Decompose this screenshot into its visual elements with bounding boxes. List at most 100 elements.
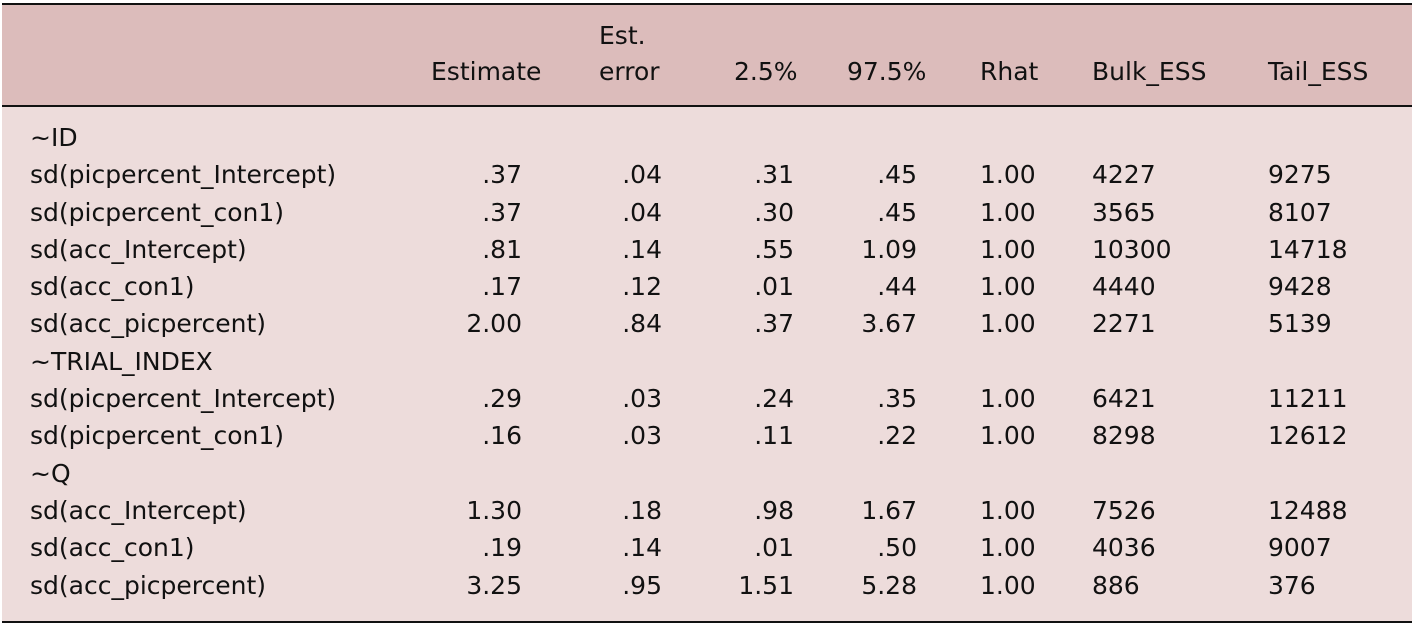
cell-estimate: .17	[482, 272, 522, 302]
cell-ci-low: .24	[754, 384, 794, 414]
cell-bulk-ess: 6421	[1092, 384, 1156, 414]
cell-rhat: 1.00	[980, 421, 1036, 451]
cell-bulk-ess: 886	[1092, 570, 1140, 600]
cell-ci-low: .01	[754, 533, 794, 563]
cell-ci-high: 5.28	[861, 570, 917, 600]
row-label: sd(acc_Intercept)	[30, 495, 247, 525]
cell-tail-ess: 12612	[1268, 421, 1348, 451]
cell-ci-high: 1.67	[861, 495, 917, 525]
cell-ci-high: .50	[877, 533, 917, 563]
cell-rhat: 1.00	[980, 495, 1036, 525]
cell-bulk-ess: 10300	[1092, 234, 1172, 264]
header-est-error-line2: error	[599, 57, 660, 86]
header-ci-low: 2.5%	[734, 57, 798, 86]
cell-est-error: .03	[622, 421, 662, 451]
cell-ci-high: 1.09	[861, 234, 917, 264]
table-header: Estimate Est. error 2.5% 97.5% Rhat Bulk…	[2, 5, 1412, 105]
cell-est-error: .04	[622, 160, 662, 190]
group-header-row: ~TRIAL_INDEX	[2, 343, 1412, 380]
row-label: sd(acc_picpercent)	[30, 570, 267, 600]
cell-bulk-ess: 4227	[1092, 160, 1156, 190]
table-row: sd(acc_con1) .17 .12 .01 .44 1.00 4440 9428	[2, 268, 1412, 305]
cell-est-error: .14	[622, 234, 662, 264]
header-rule	[2, 105, 1412, 107]
cell-tail-ess: 11211	[1268, 384, 1348, 414]
table-row: sd(acc_picpercent) 3.25 .95 1.51 5.28 1.00 886…	[2, 567, 1412, 604]
cell-estimate: .37	[482, 197, 522, 227]
cell-tail-ess: 9275	[1268, 160, 1332, 190]
cell-est-error: .84	[622, 309, 662, 339]
cell-ci-high: 3.67	[861, 309, 917, 339]
table-body: ~ID sd(picpercent_Intercept) .37 .04 .31 .45 1…	[2, 119, 1412, 604]
cell-ci-high: .44	[877, 272, 917, 302]
table-row: sd(acc_Intercept) 1.30 .18 .98 1.67 1.00 7526 1…	[2, 492, 1412, 529]
cell-bulk-ess: 7526	[1092, 495, 1156, 525]
cell-tail-ess: 9428	[1268, 272, 1332, 302]
cell-ci-low: .11	[754, 421, 794, 451]
row-label: sd(acc_Intercept)	[30, 234, 247, 264]
cell-tail-ess: 12488	[1268, 495, 1348, 525]
cell-bulk-ess: 3565	[1092, 197, 1156, 227]
cell-estimate: 2.00	[466, 309, 522, 339]
cell-rhat: 1.00	[980, 384, 1036, 414]
cell-ci-low: .30	[754, 197, 794, 227]
group-label: ~ID	[30, 123, 78, 152]
cell-tail-ess: 376	[1268, 570, 1316, 600]
header-est-error-line1: Est.	[599, 21, 646, 50]
group-header-row: ~ID	[2, 119, 1412, 156]
cell-est-error: .04	[622, 197, 662, 227]
cell-rhat: 1.00	[980, 533, 1036, 563]
cell-estimate: 3.25	[466, 570, 522, 600]
cell-est-error: .95	[622, 570, 662, 600]
results-table: Estimate Est. error 2.5% 97.5% Rhat Bulk…	[2, 3, 1412, 623]
cell-rhat: 1.00	[980, 309, 1036, 339]
cell-ci-low: .01	[754, 272, 794, 302]
cell-ci-low: .55	[754, 234, 794, 264]
cell-estimate: 1.30	[466, 495, 522, 525]
row-label: sd(picpercent_con1)	[30, 197, 285, 227]
row-label: sd(acc_con1)	[30, 533, 195, 563]
cell-estimate: .81	[482, 234, 522, 264]
cell-ci-low: .31	[754, 160, 794, 190]
header-bulk-ess: Bulk_ESS	[1092, 57, 1207, 86]
bottom-rule	[2, 621, 1412, 623]
cell-ci-high: .45	[877, 197, 917, 227]
cell-ci-low: .37	[754, 309, 794, 339]
header-estimate: Estimate	[431, 57, 542, 86]
group-label: ~Q	[30, 458, 71, 488]
cell-rhat: 1.00	[980, 272, 1036, 302]
row-label: sd(picpercent_con1)	[30, 421, 285, 451]
cell-est-error: .03	[622, 384, 662, 414]
group-label: ~TRIAL_INDEX	[30, 346, 213, 376]
header-tail-ess: Tail_ESS	[1268, 57, 1369, 86]
cell-tail-ess: 5139	[1268, 309, 1332, 339]
cell-ci-high: .45	[877, 160, 917, 190]
cell-tail-ess: 9007	[1268, 533, 1332, 563]
cell-rhat: 1.00	[980, 197, 1036, 227]
cell-est-error: .12	[622, 272, 662, 302]
top-rule	[2, 3, 1412, 5]
row-label: sd(acc_picpercent)	[30, 309, 267, 339]
header-rhat: Rhat	[980, 57, 1039, 86]
cell-bulk-ess: 4440	[1092, 272, 1156, 302]
cell-ci-low: .98	[754, 495, 794, 525]
cell-est-error: .18	[622, 495, 662, 525]
row-label: sd(picpercent_Intercept)	[30, 160, 337, 190]
cell-bulk-ess: 8298	[1092, 421, 1156, 451]
table-row: sd(acc_picpercent) 2.00 .84 .37 3.67 1.00 2271…	[2, 305, 1412, 342]
cell-ci-high: .35	[877, 384, 917, 414]
row-label: sd(picpercent_Intercept)	[30, 384, 337, 414]
cell-estimate: .37	[482, 160, 522, 190]
cell-bulk-ess: 2271	[1092, 309, 1156, 339]
cell-tail-ess: 8107	[1268, 197, 1332, 227]
cell-tail-ess: 14718	[1268, 234, 1348, 264]
cell-estimate: .19	[482, 533, 522, 563]
cell-estimate: .29	[482, 384, 522, 414]
table-row: sd(picpercent_con1) .37 .04 .30 .45 1.00 3565 8…	[2, 194, 1412, 231]
cell-rhat: 1.00	[980, 160, 1036, 190]
cell-bulk-ess: 4036	[1092, 533, 1156, 563]
cell-rhat: 1.00	[980, 234, 1036, 264]
cell-est-error: .14	[622, 533, 662, 563]
cell-ci-low: 1.51	[738, 570, 794, 600]
table-row: sd(picpercent_con1) .16 .03 .11 .22 1.00 8298 1…	[2, 417, 1412, 454]
